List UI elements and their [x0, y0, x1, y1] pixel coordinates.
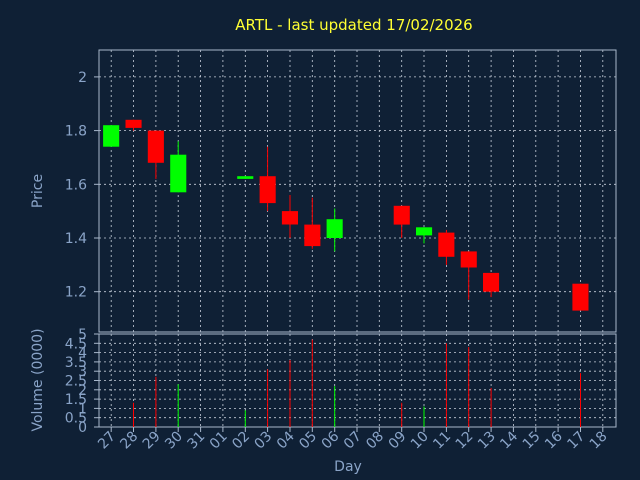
candle-body: [438, 232, 455, 257]
price-panel-frame: [98, 49, 617, 333]
candle-body: [393, 205, 410, 225]
volume-tick-label: 3.5: [65, 355, 87, 371]
day-axis-label: Day: [334, 459, 362, 475]
volume-tick-label: 0.5: [65, 411, 87, 427]
volume-bars: [133, 339, 581, 427]
price-axis: 1.2 1.4 1.6 1.8 2: [65, 70, 99, 301]
candle-body: [170, 154, 187, 193]
candle-body: [125, 119, 142, 128]
volume-tick-label: 0: [78, 420, 87, 436]
candle-body: [304, 224, 321, 247]
volume-tick-label: 4: [78, 346, 87, 362]
candle-body: [103, 125, 120, 147]
price-tick-label: 1.2: [65, 285, 87, 301]
price-tick-label: 1.4: [65, 231, 87, 247]
day-axis: 2728293031010203040506070809101112131415…: [95, 427, 611, 452]
price-tick-label: 2: [78, 70, 87, 86]
price-candles: [103, 119, 589, 311]
candle-body: [147, 130, 164, 163]
volume-tick-label: 2.5: [65, 374, 87, 390]
candle-body: [237, 176, 254, 179]
price-tick-label: 1.6: [65, 177, 87, 193]
candle-body: [572, 283, 589, 311]
volume-tick-label: 4.5: [65, 336, 87, 352]
volume-tick-label: 1: [78, 401, 87, 417]
price-tick-label: 1.8: [65, 124, 87, 140]
price-axis-label: Price: [30, 174, 46, 208]
volume-tick-label: 1.5: [65, 392, 87, 408]
candle-body: [259, 176, 276, 204]
candle-body: [483, 272, 500, 292]
chart-title: ARTL - last updated 17/02/2026: [235, 16, 472, 34]
volume-tick-label: 5: [78, 327, 87, 343]
candle-body: [281, 211, 298, 225]
volume-axis: 00.511.522.533.544.55: [65, 327, 99, 436]
volume-tick-label: 2: [78, 383, 87, 399]
candle-body: [416, 227, 433, 236]
candle-body: [326, 219, 343, 238]
candle-body: [460, 251, 477, 268]
volume-tick-label: 3: [78, 364, 87, 380]
volume-axis-label: Volume (0000): [30, 328, 46, 431]
